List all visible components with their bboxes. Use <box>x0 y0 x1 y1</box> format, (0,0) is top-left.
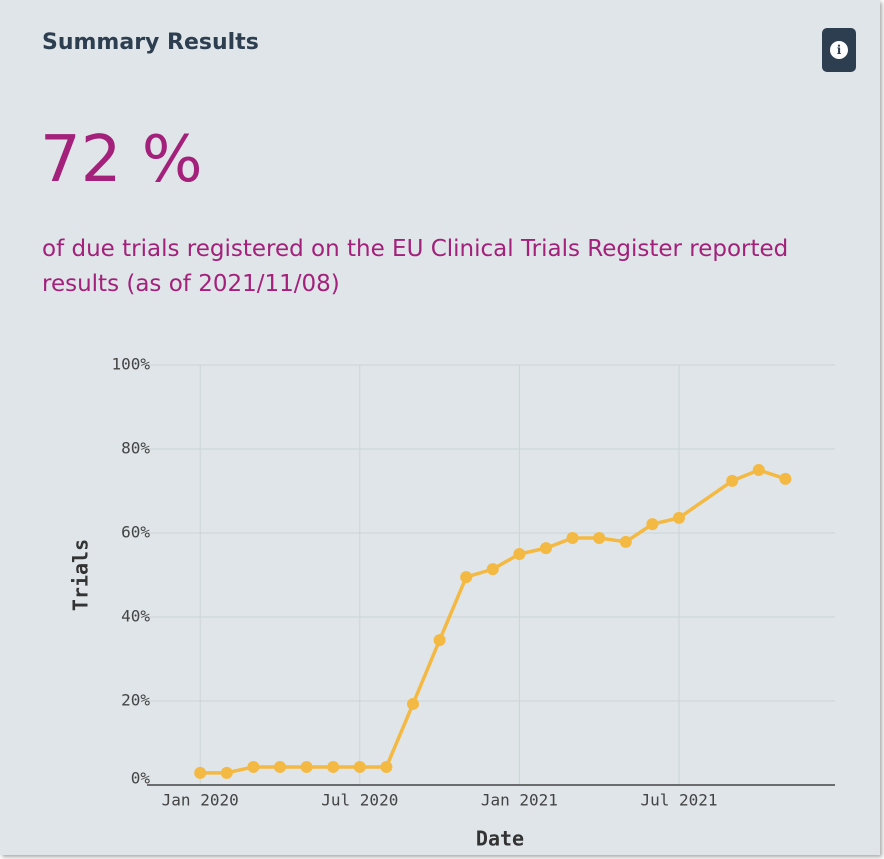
data-point <box>194 766 207 779</box>
data-point <box>726 474 739 487</box>
data-point <box>619 535 632 548</box>
data-point <box>752 464 765 476</box>
x-tick-label: Jan 2020 <box>162 791 239 810</box>
data-point <box>247 760 260 773</box>
data-point <box>380 760 393 773</box>
description: of due trials registered on the EU Clini… <box>42 236 789 297</box>
x-tick-label: Jul 2021 <box>640 791 717 810</box>
data-point <box>274 760 286 773</box>
data-point <box>353 760 366 773</box>
data-point <box>540 542 552 555</box>
x-tick-label: Jul 2020 <box>321 791 398 810</box>
data-point <box>673 511 685 524</box>
y-tick-label: 20% <box>121 691 150 710</box>
x-tick-label: Jan 2021 <box>481 791 558 810</box>
data-point <box>220 766 233 779</box>
y-tick-label: 40% <box>121 607 150 626</box>
series-line <box>200 468 786 775</box>
data-point <box>646 518 659 531</box>
y-tick-label: 100% <box>111 355 150 374</box>
data-point <box>513 548 526 560</box>
data-point <box>433 634 446 647</box>
data-point <box>460 571 473 584</box>
y-tick-label: 60% <box>121 523 150 542</box>
y-axis-label: Trials <box>69 539 93 611</box>
data-point <box>779 472 792 485</box>
x-axis-label: Date <box>476 827 524 851</box>
data-point <box>407 697 419 710</box>
headline: 72 % <box>40 123 203 197</box>
y-tick-label: 0% <box>131 769 151 788</box>
y-tick-label: 80% <box>121 439 150 458</box>
info-icon: i <box>830 41 848 59</box>
data-point <box>593 532 606 545</box>
data-point <box>327 760 340 773</box>
data-point <box>486 563 499 576</box>
data-point <box>566 532 579 545</box>
card-title: Summary Results <box>42 30 259 55</box>
info-button[interactable]: i <box>822 28 856 72</box>
data-point <box>300 760 313 773</box>
